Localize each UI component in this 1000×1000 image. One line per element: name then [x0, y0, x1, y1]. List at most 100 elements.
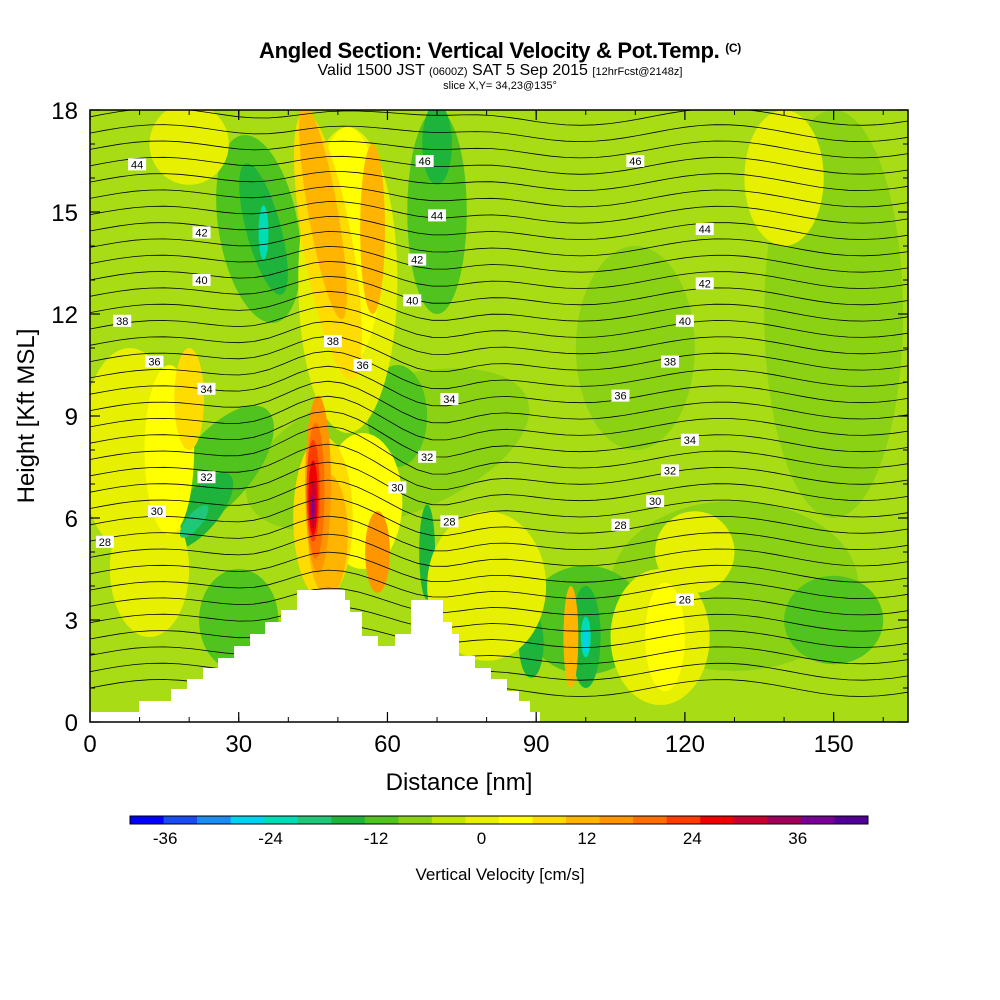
theta-contour-line-12	[90, 461, 908, 506]
colorbar-swatch	[398, 816, 433, 824]
contour-label: 40	[679, 316, 691, 328]
colorbar-swatch	[163, 816, 198, 824]
y-tick-label: 15	[51, 200, 78, 227]
contour-label: 44	[431, 210, 443, 222]
contour-label: 30	[151, 506, 163, 518]
y-tick-label: 3	[65, 608, 78, 635]
theta-contour-line-2	[90, 641, 908, 665]
colorbar-tick-label: 36	[788, 829, 807, 848]
theta-contour-line-16	[90, 395, 908, 441]
colorbar-swatch	[800, 816, 835, 824]
colorbar: -36 -24 -12 0 12 24 36 Vertical Velocity [cm/s]	[129, 815, 869, 884]
theta-contour-line-8	[90, 533, 908, 567]
theta-contour-line-32	[90, 155, 908, 175]
colorbar-swatch	[364, 816, 399, 824]
contour-label-bg	[128, 158, 147, 171]
contour-label: 36	[357, 360, 369, 372]
colorbar-swatch	[331, 816, 366, 824]
contour-label-bg	[415, 155, 434, 167]
contour-label-bg	[403, 294, 422, 307]
contour-label: 44	[699, 224, 711, 236]
theta-contour-line-5	[90, 587, 908, 616]
theta-contour-line-19	[90, 350, 908, 390]
contour-label: 34	[684, 435, 696, 447]
contour-label: 32	[664, 465, 676, 477]
contour-label-bg	[408, 253, 427, 266]
y-axis-label: Height [Kft MSL]	[13, 329, 40, 504]
theta-contour-line-7	[90, 551, 908, 583]
contour-label-bg	[695, 277, 714, 290]
contour-label-bg	[646, 495, 665, 507]
theta-contour-line-9	[90, 515, 908, 552]
velocity-region-22	[744, 110, 824, 246]
y-tick-label: 0	[65, 710, 78, 737]
colorbar-swatch	[733, 816, 768, 824]
theta-contour-line-15	[90, 410, 908, 458]
contour-label-bg	[197, 471, 216, 484]
colorbar-swatch	[499, 816, 534, 824]
chart-title-block: Angled Section: Vertical Velocity & Pot.…	[0, 36, 1000, 93]
valid-date: SAT 5 Sep 2015	[472, 62, 588, 79]
colorbar-tick-label: -24	[258, 829, 283, 848]
contour-labels: 44 46 46 42 44 44 40 42 42 38 40 40 38 36 36 38 34 34 36 34…	[95, 155, 714, 607]
contour-label: 42	[411, 255, 423, 267]
x-tick-label: 150	[814, 731, 854, 758]
forecast-info: [12hrFcst@2148z]	[592, 66, 683, 78]
contour-label: 38	[664, 357, 676, 369]
contour-label-bg	[197, 382, 216, 395]
theta-contour-line-4	[90, 605, 908, 632]
contour-label: 38	[327, 336, 339, 348]
theta-contour-line-13	[90, 443, 908, 490]
contour-label: 42	[699, 278, 711, 290]
contour-label: 42	[195, 227, 207, 239]
theta-contour-line-24	[90, 275, 908, 306]
theta-contour-line-26	[90, 245, 908, 273]
colorbar-swatch	[633, 816, 668, 824]
theta-contour-line-6	[90, 569, 908, 600]
colorbar-swatch	[767, 816, 802, 824]
theta-contour-line-18	[90, 365, 908, 407]
contour-label: 30	[649, 496, 661, 508]
colorbar-tick-label: 0	[477, 829, 486, 848]
velocity-region-31	[174, 348, 205, 450]
contour-label: 28	[443, 516, 455, 528]
contour-label: 30	[391, 482, 403, 494]
contour-label: 32	[421, 452, 433, 464]
theta-contour-line-21	[90, 320, 908, 355]
contour-label-bg	[440, 393, 459, 405]
contour-label-bg	[695, 223, 714, 235]
velocity-region-35	[563, 586, 579, 688]
colorbar-swatch	[599, 816, 634, 824]
velocity-region-7	[367, 365, 428, 467]
chart-title-text: Angled Section: Vertical Velocity & Pot.…	[258, 38, 720, 63]
contour-label-bg	[418, 450, 437, 463]
terrain	[90, 590, 540, 722]
contour-label-bg	[428, 209, 447, 222]
contour-label-bg	[95, 535, 114, 548]
theta-contour-line-10	[90, 497, 908, 536]
theta-contour-line-27	[90, 230, 908, 257]
theta-contour-line-25	[90, 260, 908, 289]
colorbar-tick-label: 24	[683, 829, 702, 848]
contour-label-bg	[323, 335, 342, 348]
contour-label: 44	[131, 159, 143, 171]
theta-contour-line-28	[90, 215, 908, 240]
colorbar-swatch	[197, 816, 232, 824]
y-tick-label: 6	[65, 506, 78, 533]
colorbar-swatch	[532, 816, 567, 824]
contour-label: 26	[679, 595, 691, 607]
contour-label-bg	[675, 593, 694, 606]
contour-label: 36	[614, 391, 626, 403]
contour-label-bg	[661, 464, 680, 477]
x-tick-label: 90	[523, 731, 550, 758]
velocity-region-46	[179, 505, 209, 538]
x-axis-label: Distance [nm]	[386, 769, 533, 796]
colorbar-swatch	[566, 816, 601, 824]
contour-label: 40	[406, 295, 418, 307]
theta-contour-line-29	[90, 201, 908, 224]
velocity-region-42	[311, 495, 315, 520]
contour-label-bg	[147, 505, 166, 518]
contour-label-bg	[440, 515, 459, 528]
theta-contour-line-34	[90, 124, 908, 143]
